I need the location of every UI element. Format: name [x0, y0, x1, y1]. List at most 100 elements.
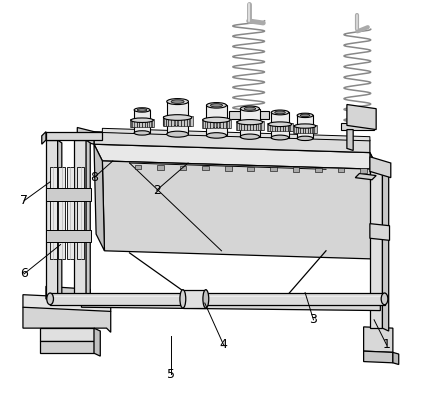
Polygon shape — [292, 168, 299, 172]
Polygon shape — [240, 109, 260, 137]
Polygon shape — [94, 144, 105, 251]
Ellipse shape — [381, 293, 388, 305]
Polygon shape — [207, 119, 210, 128]
Polygon shape — [175, 116, 177, 126]
Polygon shape — [163, 117, 192, 125]
Polygon shape — [237, 121, 240, 130]
Polygon shape — [268, 124, 292, 130]
Text: 8: 8 — [90, 171, 98, 184]
Polygon shape — [223, 119, 225, 128]
Polygon shape — [206, 105, 226, 135]
Polygon shape — [370, 153, 381, 259]
Ellipse shape — [134, 131, 150, 135]
Polygon shape — [77, 127, 94, 144]
Polygon shape — [338, 168, 344, 172]
Polygon shape — [210, 119, 213, 128]
Polygon shape — [42, 132, 46, 144]
Polygon shape — [135, 165, 141, 169]
Ellipse shape — [240, 106, 260, 111]
Ellipse shape — [47, 293, 54, 305]
Ellipse shape — [237, 120, 263, 125]
Polygon shape — [214, 119, 216, 128]
Ellipse shape — [206, 133, 226, 138]
Ellipse shape — [244, 107, 256, 110]
Polygon shape — [229, 111, 269, 119]
Polygon shape — [253, 121, 256, 130]
Polygon shape — [147, 119, 150, 127]
Ellipse shape — [203, 117, 230, 122]
Polygon shape — [227, 119, 230, 128]
Polygon shape — [74, 140, 86, 299]
Polygon shape — [283, 123, 285, 131]
Polygon shape — [271, 112, 289, 138]
Polygon shape — [58, 167, 65, 259]
Polygon shape — [202, 119, 204, 128]
Polygon shape — [364, 351, 393, 363]
Polygon shape — [46, 188, 91, 201]
Polygon shape — [189, 116, 191, 126]
Ellipse shape — [210, 104, 222, 107]
Polygon shape — [288, 123, 290, 131]
Polygon shape — [203, 120, 230, 127]
Polygon shape — [178, 116, 181, 126]
Ellipse shape — [137, 109, 147, 111]
Polygon shape — [237, 122, 263, 129]
Polygon shape — [370, 224, 389, 240]
Text: 5: 5 — [167, 367, 175, 381]
Ellipse shape — [180, 290, 186, 308]
Polygon shape — [360, 168, 367, 173]
Polygon shape — [134, 110, 150, 133]
Polygon shape — [270, 167, 277, 171]
Ellipse shape — [297, 136, 313, 140]
Polygon shape — [248, 167, 254, 171]
Polygon shape — [229, 119, 231, 128]
Polygon shape — [134, 119, 137, 127]
Ellipse shape — [171, 100, 184, 103]
Polygon shape — [220, 119, 223, 128]
Polygon shape — [236, 121, 239, 130]
Ellipse shape — [300, 114, 310, 117]
Polygon shape — [187, 116, 190, 126]
Polygon shape — [86, 140, 90, 302]
Polygon shape — [277, 123, 280, 131]
Polygon shape — [23, 307, 111, 332]
Polygon shape — [241, 121, 244, 130]
Polygon shape — [268, 123, 270, 131]
Text: 1: 1 — [383, 338, 391, 352]
Polygon shape — [181, 116, 184, 126]
Polygon shape — [296, 125, 298, 133]
Polygon shape — [280, 123, 283, 131]
Polygon shape — [67, 167, 74, 259]
Polygon shape — [382, 167, 389, 331]
Polygon shape — [303, 125, 305, 133]
Polygon shape — [94, 144, 378, 169]
Polygon shape — [393, 352, 399, 364]
Polygon shape — [312, 125, 315, 133]
Polygon shape — [341, 123, 374, 130]
Ellipse shape — [163, 115, 192, 120]
Polygon shape — [205, 119, 207, 128]
Polygon shape — [184, 116, 187, 126]
Ellipse shape — [297, 113, 313, 117]
Polygon shape — [190, 116, 193, 126]
Polygon shape — [151, 119, 153, 127]
Polygon shape — [164, 116, 166, 126]
Polygon shape — [50, 167, 57, 259]
Polygon shape — [225, 119, 228, 128]
Polygon shape — [285, 123, 288, 131]
Ellipse shape — [275, 111, 285, 114]
Polygon shape — [370, 167, 389, 170]
Polygon shape — [289, 123, 291, 131]
Polygon shape — [140, 119, 142, 127]
Polygon shape — [239, 121, 241, 130]
Polygon shape — [203, 119, 206, 128]
Text: 4: 4 — [220, 338, 228, 352]
Polygon shape — [225, 166, 232, 171]
Polygon shape — [46, 286, 90, 302]
Polygon shape — [261, 121, 264, 130]
Polygon shape — [168, 116, 171, 126]
Polygon shape — [370, 157, 391, 178]
Polygon shape — [294, 126, 316, 132]
Ellipse shape — [240, 134, 260, 139]
Polygon shape — [247, 121, 249, 130]
